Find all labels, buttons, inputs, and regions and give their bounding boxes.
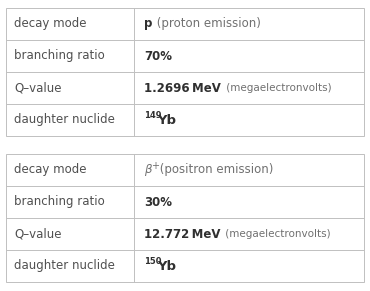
Text: (megaelectronvolts): (megaelectronvolts) [222,229,331,239]
Text: Yb: Yb [158,260,176,272]
Text: β: β [144,164,151,177]
Bar [6,8,364,136]
Text: branching ratio: branching ratio [14,49,105,63]
Text: 70%: 70% [144,49,172,63]
Bar [6,154,364,282]
Text: 149: 149 [144,111,161,120]
Text: (megaelectronvolts): (megaelectronvolts) [223,83,332,93]
Text: 1.2696 MeV: 1.2696 MeV [144,81,221,95]
Text: decay mode: decay mode [14,17,87,31]
Text: Q–value: Q–value [14,228,61,240]
Text: Yb: Yb [158,113,176,127]
Text: daughter nuclide: daughter nuclide [14,260,115,272]
Text: decay mode: decay mode [14,164,87,177]
Text: p: p [144,17,152,31]
Text: Q–value: Q–value [14,81,61,95]
Text: daughter nuclide: daughter nuclide [14,113,115,127]
Text: +: + [151,161,159,171]
Text: 30%: 30% [144,196,172,208]
Text: branching ratio: branching ratio [14,196,105,208]
Text: 150: 150 [144,256,161,265]
Text: 12.772 MeV: 12.772 MeV [144,228,221,240]
Text: (positron emission): (positron emission) [157,164,274,177]
Text: (proton emission): (proton emission) [154,17,261,31]
